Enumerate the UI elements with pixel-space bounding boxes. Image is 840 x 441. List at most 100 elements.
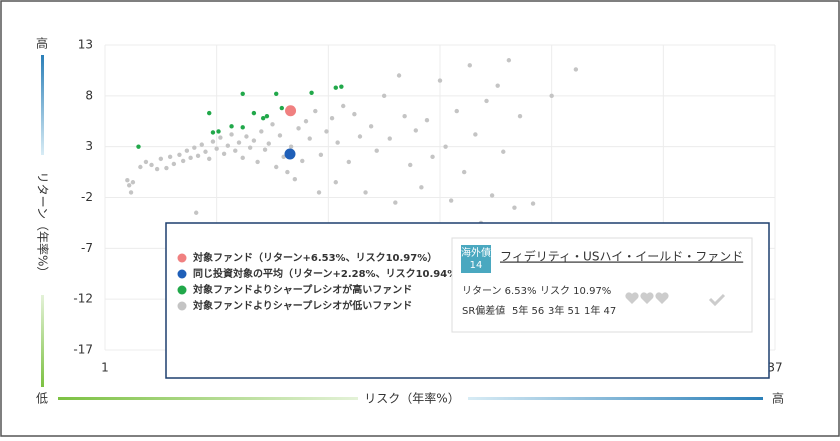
legend-panel: 対象ファンド（リターン+6.53%、リスク10.97%） 同じ投資対象の平均（リタ… bbox=[165, 222, 770, 379]
heart[interactable] bbox=[655, 292, 669, 304]
point bbox=[171, 161, 177, 167]
point bbox=[413, 128, 419, 133]
point bbox=[274, 164, 279, 170]
point bbox=[195, 153, 201, 159]
point bbox=[357, 134, 363, 139]
legend-marker bbox=[177, 301, 187, 311]
point bbox=[279, 105, 285, 111]
point bbox=[210, 139, 216, 144]
y-gradient-low bbox=[41, 295, 44, 387]
point bbox=[154, 166, 160, 172]
point bbox=[346, 159, 352, 165]
point bbox=[281, 154, 286, 160]
fund-name-link[interactable]: フィデリティ・USハイ・イールド・ファンド bbox=[500, 249, 743, 264]
point bbox=[216, 129, 221, 134]
y-tick-label: 13 bbox=[78, 38, 93, 52]
point bbox=[341, 103, 346, 109]
point bbox=[138, 164, 143, 170]
favorite-icons[interactable] bbox=[625, 292, 669, 304]
point bbox=[274, 91, 279, 97]
point bbox=[251, 138, 257, 143]
point bbox=[207, 156, 212, 162]
category-badge bbox=[461, 245, 491, 273]
point bbox=[424, 118, 430, 123]
sr-label: SR偏差値 bbox=[462, 304, 505, 317]
point bbox=[393, 200, 398, 205]
point bbox=[193, 210, 199, 215]
point bbox=[374, 148, 379, 153]
point bbox=[333, 85, 338, 90]
point bbox=[251, 110, 257, 116]
point bbox=[229, 132, 234, 137]
point bbox=[448, 198, 454, 203]
sr-3y: 3年 51 bbox=[548, 304, 580, 317]
point bbox=[339, 84, 344, 89]
point bbox=[484, 98, 489, 104]
point bbox=[530, 201, 536, 206]
point bbox=[285, 169, 290, 175]
x-gradient-high bbox=[468, 397, 763, 400]
x-gradient-low bbox=[58, 397, 358, 400]
legend-label: 対象ファンドよりシャープレシオが高いファンド bbox=[192, 283, 412, 296]
y-tick-label: -12 bbox=[73, 292, 93, 306]
point bbox=[335, 140, 340, 145]
point bbox=[259, 129, 264, 134]
y-tick-label: -7 bbox=[81, 241, 93, 255]
y-tick-label: -17 bbox=[73, 343, 93, 357]
point bbox=[517, 113, 523, 119]
point bbox=[266, 141, 271, 146]
point bbox=[506, 58, 512, 63]
point bbox=[164, 165, 169, 171]
point bbox=[402, 113, 407, 119]
legend-marker bbox=[177, 269, 187, 279]
point bbox=[333, 180, 338, 185]
point bbox=[277, 133, 283, 138]
point bbox=[303, 119, 309, 124]
point bbox=[244, 134, 249, 139]
point bbox=[229, 124, 234, 129]
point bbox=[473, 132, 478, 137]
point bbox=[512, 205, 517, 210]
heart[interactable] bbox=[625, 292, 639, 304]
point bbox=[352, 111, 357, 117]
point bbox=[270, 122, 275, 127]
point bbox=[233, 148, 238, 153]
fund-card bbox=[451, 237, 753, 333]
point bbox=[260, 116, 266, 121]
low-label: 低 bbox=[36, 392, 48, 406]
point bbox=[573, 67, 579, 72]
point bbox=[501, 149, 506, 154]
point bbox=[324, 129, 329, 134]
point bbox=[188, 155, 193, 161]
check-icon[interactable] bbox=[708, 293, 726, 307]
heart[interactable] bbox=[640, 292, 654, 304]
point bbox=[143, 159, 149, 165]
x-tick-label: 1 bbox=[101, 361, 109, 375]
point bbox=[443, 144, 448, 149]
legend-label: 対象ファンドよりシャープレシオが低いファンド bbox=[192, 299, 412, 312]
risk: リスク 10.97% bbox=[540, 285, 611, 297]
y-high: 高 bbox=[36, 36, 48, 51]
point bbox=[236, 140, 242, 145]
x-axis-label: リスク（年率%） bbox=[364, 391, 459, 406]
y-axis-label: リターン（年率%） bbox=[36, 172, 51, 279]
point bbox=[419, 185, 424, 190]
point bbox=[284, 148, 296, 160]
point bbox=[128, 190, 134, 195]
point bbox=[158, 156, 164, 162]
point bbox=[247, 145, 253, 150]
point bbox=[130, 180, 136, 185]
point bbox=[292, 177, 298, 182]
point bbox=[210, 130, 216, 135]
point bbox=[262, 147, 268, 152]
point bbox=[221, 151, 227, 156]
legend-marker bbox=[177, 253, 187, 263]
point bbox=[467, 63, 472, 68]
y-gradient-high bbox=[41, 55, 44, 155]
point bbox=[387, 136, 392, 141]
point bbox=[316, 190, 322, 195]
point bbox=[430, 154, 435, 160]
point bbox=[207, 110, 212, 116]
point bbox=[437, 78, 443, 83]
